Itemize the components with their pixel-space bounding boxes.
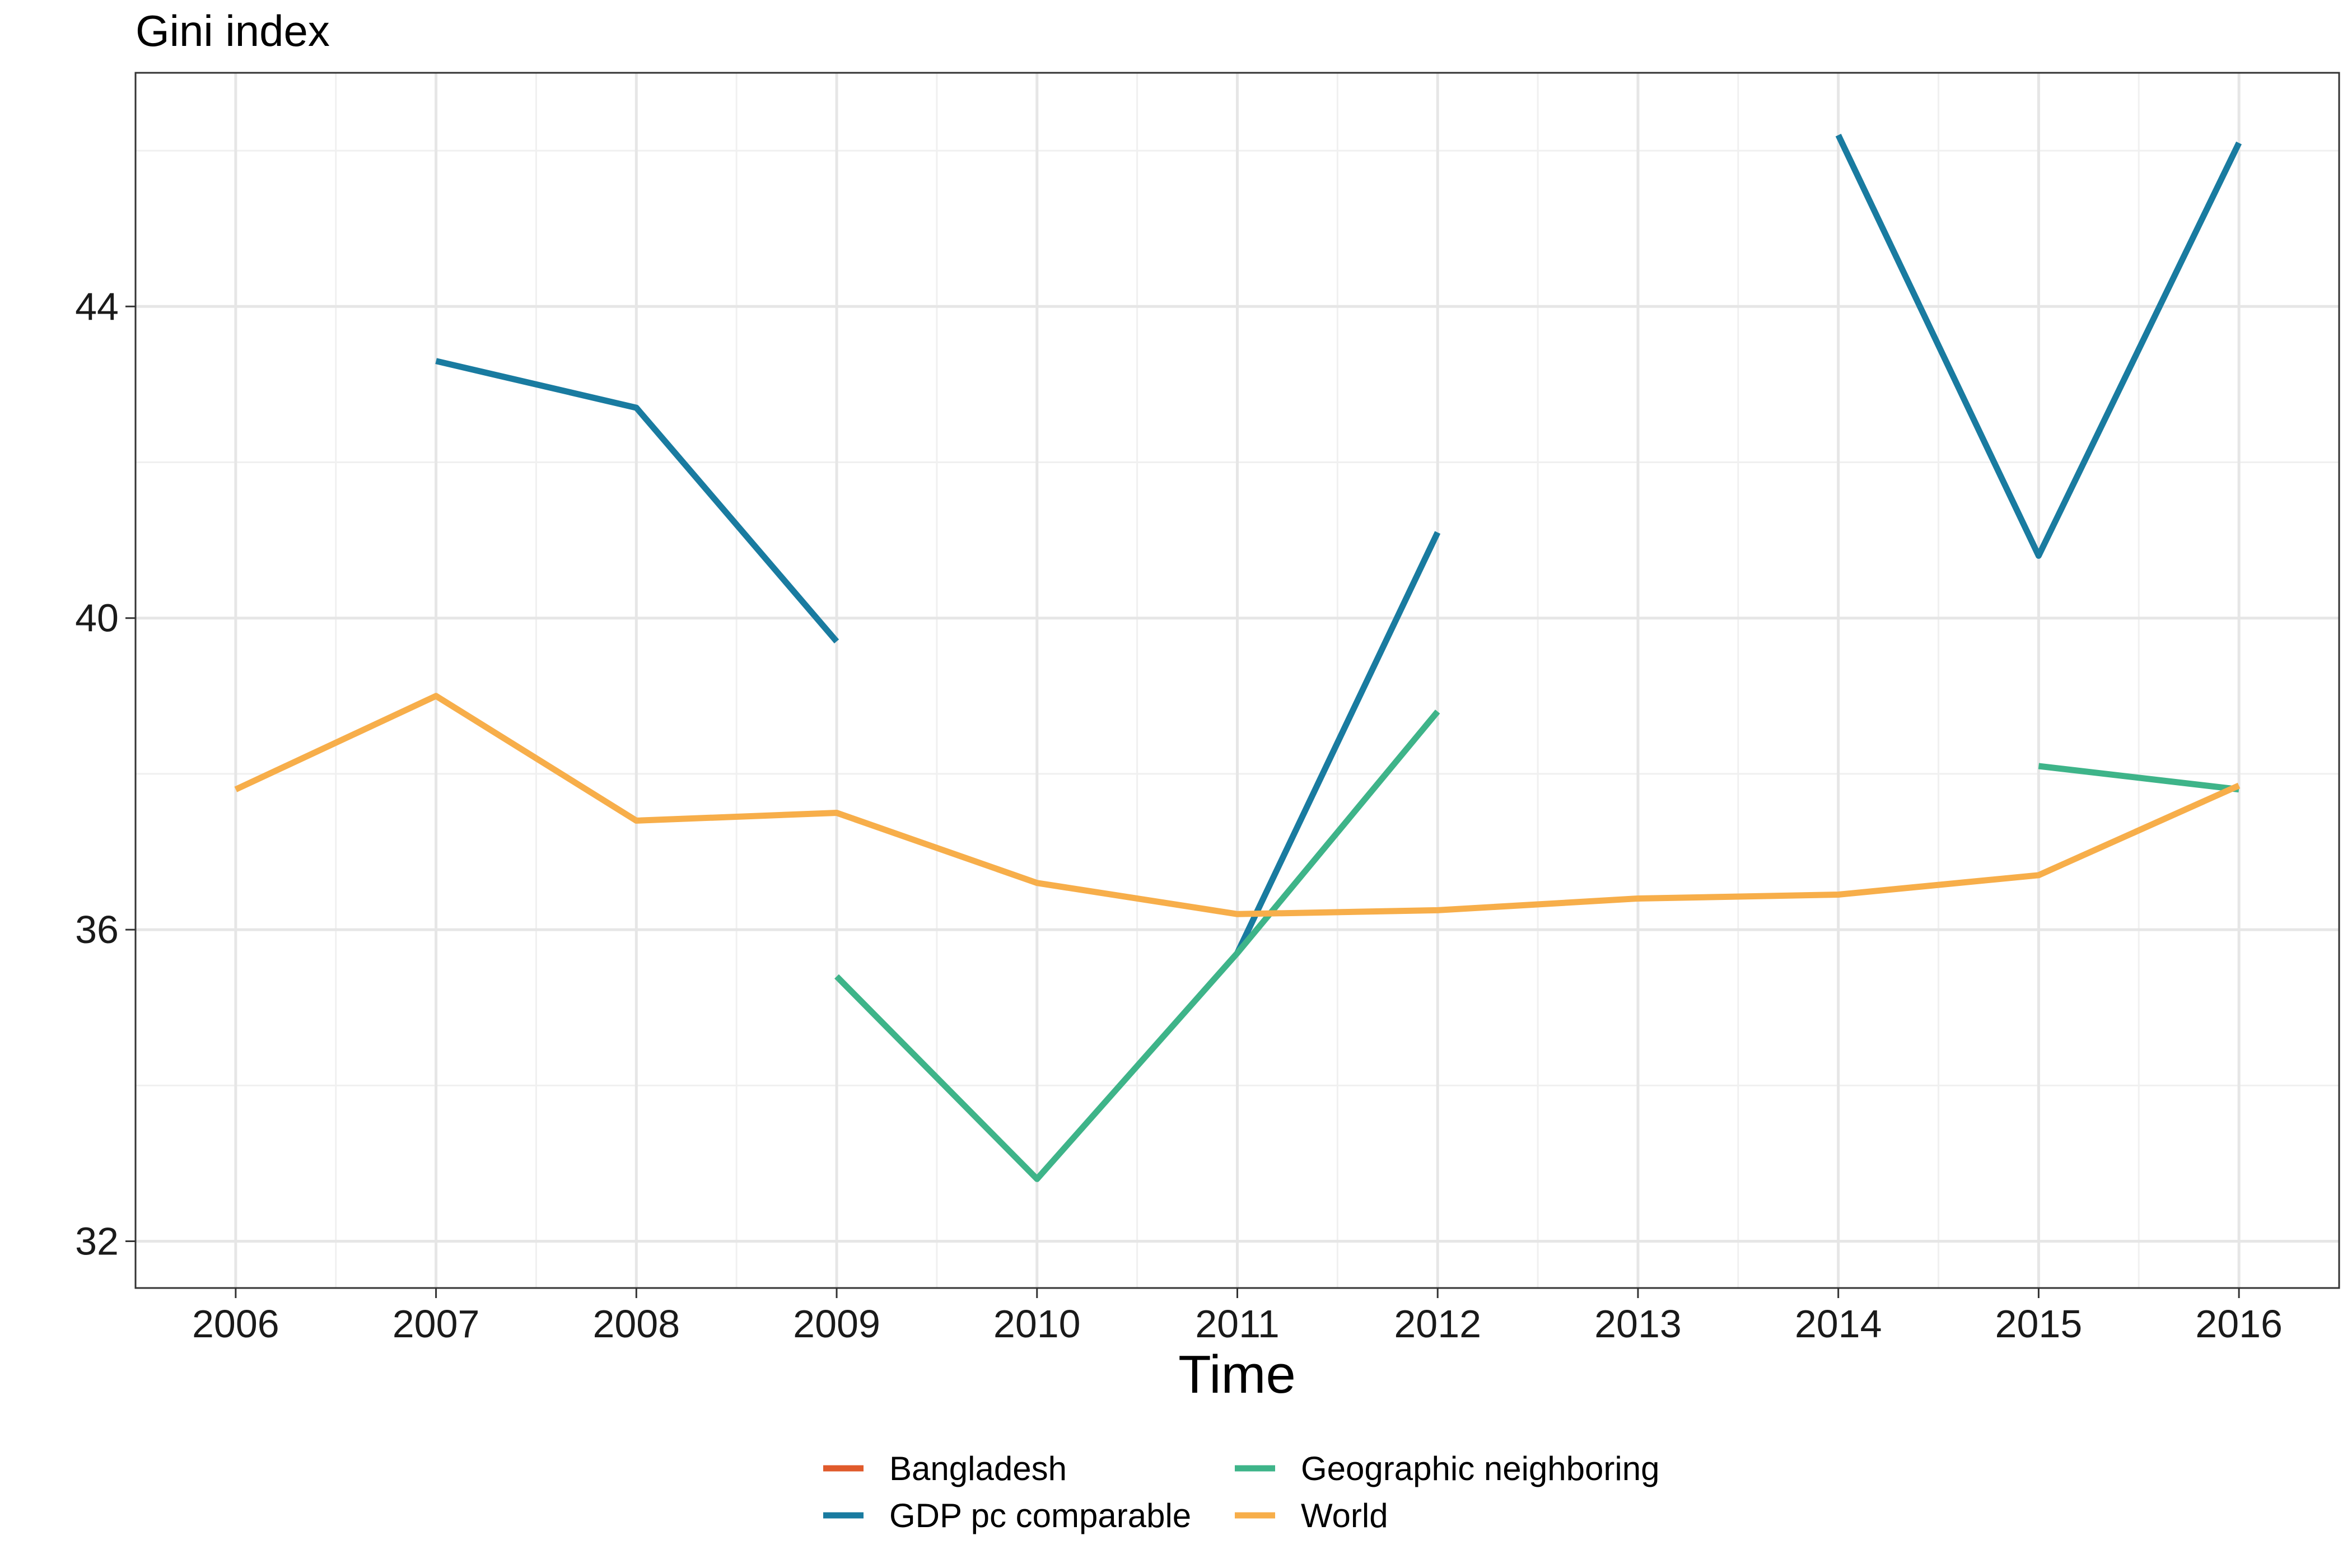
legend-item-world: World bbox=[1235, 1497, 1388, 1534]
x-tick-label: 2006 bbox=[192, 1302, 279, 1346]
y-tick-label: 32 bbox=[75, 1220, 119, 1263]
legend-label: World bbox=[1301, 1497, 1388, 1534]
x-axis-title: Time bbox=[1178, 1345, 1296, 1404]
y-tick-label: 36 bbox=[75, 908, 119, 951]
grid bbox=[136, 73, 2339, 1288]
legend: Bangladesh GDP pc comparable Geographic ne… bbox=[823, 1450, 1659, 1534]
x-tick-label: 2011 bbox=[1195, 1302, 1280, 1346]
series-line-segment bbox=[834, 710, 1440, 1182]
x-tick-label: 2013 bbox=[1594, 1302, 1682, 1346]
x-axis-ticks: 2006 2007 2008 2009 2010 2011 2012 2013 2014 2015… bbox=[192, 1288, 2283, 1346]
x-tick-label: 2009 bbox=[793, 1302, 880, 1346]
x-tick-label: 2012 bbox=[1394, 1302, 1481, 1346]
legend-item-bangladesh: Bangladesh bbox=[823, 1450, 1067, 1487]
series-lines bbox=[234, 133, 2242, 1182]
series-line-segment bbox=[1234, 531, 1441, 955]
x-tick-label: 2016 bbox=[2195, 1302, 2283, 1346]
chart-title: Gini index bbox=[136, 6, 330, 55]
x-tick-label: 2014 bbox=[1795, 1302, 1882, 1346]
series-line-segment bbox=[2038, 763, 2239, 793]
x-tick-label: 2007 bbox=[393, 1302, 480, 1346]
series-geographic-neighboring bbox=[834, 710, 2239, 1182]
legend-item-geographic-neighboring: Geographic neighboring bbox=[1235, 1450, 1659, 1487]
y-tick-label: 44 bbox=[75, 284, 119, 328]
series-line-segment bbox=[435, 358, 839, 643]
legend-label: Geographic neighboring bbox=[1301, 1450, 1659, 1487]
y-axis-ticks: 32 36 40 44 bbox=[75, 284, 136, 1263]
y-tick-label: 40 bbox=[75, 596, 119, 640]
series-world bbox=[234, 693, 2241, 917]
x-tick-label: 2015 bbox=[1995, 1302, 2083, 1346]
legend-item-gdp-pc-comparable: GDP pc comparable bbox=[823, 1497, 1191, 1534]
series-line-segment bbox=[234, 693, 2241, 917]
x-tick-label: 2010 bbox=[993, 1302, 1081, 1346]
legend-label: GDP pc comparable bbox=[889, 1497, 1191, 1534]
legend-label: Bangladesh bbox=[889, 1450, 1067, 1487]
x-tick-label: 2008 bbox=[592, 1302, 680, 1346]
series-line-segment bbox=[1835, 133, 2242, 559]
series-gdp-pc-comparable bbox=[435, 133, 2242, 955]
